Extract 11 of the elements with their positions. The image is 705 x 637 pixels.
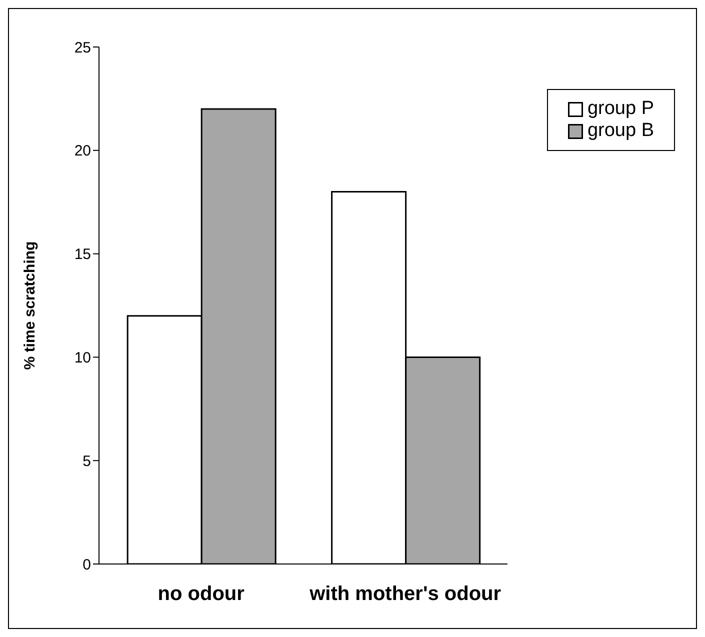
y-axis-title: % time scratching	[21, 241, 38, 370]
x-tick-label: with mother's odour	[308, 583, 502, 606]
y-tick-label: 5	[82, 452, 91, 470]
legend-label: group P	[587, 98, 654, 120]
legend-label: group B	[587, 120, 654, 142]
x-tick-label: no odour	[158, 583, 245, 606]
y-tick-label: 0	[82, 556, 91, 574]
y-tick-label: 20	[74, 142, 91, 160]
y-tick-label: 10	[74, 350, 91, 367]
y-tick-label: 15	[74, 246, 91, 264]
y-tick-label: 25	[74, 39, 91, 56]
